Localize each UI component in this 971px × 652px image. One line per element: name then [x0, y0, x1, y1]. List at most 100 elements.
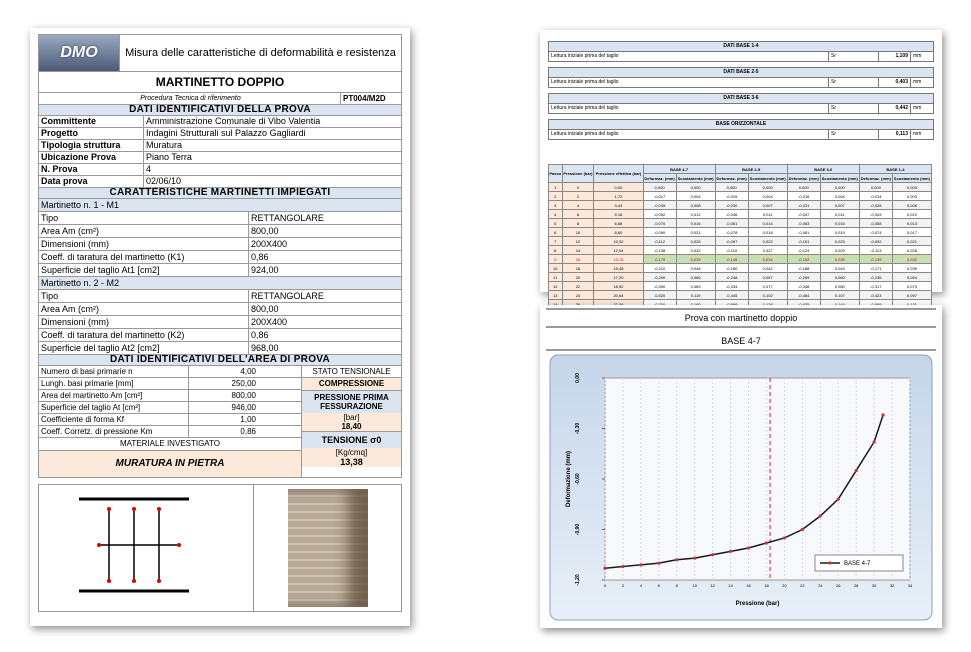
area-label: Area del martinetto Am [cm²]: [39, 390, 189, 401]
jack-value: 200X400: [251, 239, 288, 249]
cell: 0,018: [747, 227, 788, 237]
info-label: Tipologia struttura: [39, 140, 144, 151]
cell: -0,124: [786, 245, 821, 255]
base-title: DATI BASE 3-6: [548, 93, 934, 104]
base-label: Lettura iniziale prima del taglio: [549, 78, 829, 87]
cell: 0,004: [819, 191, 860, 201]
cell: 0,010: [891, 209, 933, 219]
data-point: [711, 553, 715, 557]
base-symbol: Sr: [829, 104, 879, 113]
data-point: [746, 546, 751, 550]
x-tick-label: 0: [604, 583, 607, 588]
cell: 18,92: [593, 281, 644, 291]
cell: 10: [561, 227, 595, 237]
sub-header: Scostamento (mm): [675, 173, 716, 183]
procedure-row: Procedura Tecnica di riferimento PT004/M2…: [38, 93, 402, 105]
jack-label: Coeff. di taratura del martinetto (K1): [39, 251, 249, 263]
jack-value: 924,00: [251, 265, 279, 275]
x-tick-label: 22: [800, 583, 805, 588]
cell: -0,014: [858, 191, 893, 201]
cell: 8: [548, 245, 563, 255]
cell: 0,000: [786, 182, 821, 192]
data-point: [872, 440, 876, 444]
info-row: Data prova 02/06/10: [38, 176, 402, 188]
info-value: 4: [146, 164, 152, 174]
jack-row: Dimensioni (mm) 200X400: [38, 238, 402, 251]
cell: -0,028: [858, 200, 893, 210]
x-tick-label: 14: [728, 583, 733, 588]
cell: -0,334: [714, 281, 749, 291]
cell: -0,052: [642, 209, 677, 219]
base-value: 0,113: [879, 130, 911, 139]
cell: 0,021: [675, 227, 716, 237]
cell: 0,057: [747, 272, 788, 282]
base-unit: mm: [913, 131, 922, 137]
plot-area: [604, 377, 911, 581]
base-label: Lettura iniziale prima del taglio: [549, 104, 829, 113]
cell: -0,063: [786, 218, 821, 228]
sub-header: Deformaz. (mm): [714, 173, 749, 183]
cell: 0,019: [819, 227, 860, 237]
cell: 6: [561, 209, 595, 219]
cell: -0,236: [858, 272, 893, 282]
cell: 0,043: [819, 263, 860, 273]
jack-label: Superficie del taglio At2 [cm2]: [39, 342, 249, 354]
cell: -0,171: [858, 263, 893, 273]
group-header: BASE 2-5: [714, 164, 788, 174]
cell: 0,027: [747, 245, 788, 255]
x-tick-label: 4: [640, 583, 643, 588]
cell: 10: [548, 263, 563, 273]
x-tick-label: 16: [746, 583, 751, 588]
cell: -0,047: [786, 209, 821, 219]
cell: 0,039: [891, 263, 933, 273]
section-title: DATI IDENTIFICATIVI DELLA PROVA: [38, 105, 402, 116]
cell: 0,000: [858, 182, 893, 192]
cell: -0,152: [786, 254, 821, 264]
cell: 18: [561, 263, 595, 273]
cell: 16: [561, 254, 595, 264]
info-value: Muratura: [146, 140, 183, 150]
x-tick-label: 30: [872, 583, 877, 588]
cell: 5: [548, 218, 563, 228]
cell: 0,006: [891, 200, 933, 210]
base-symbol: Sr: [829, 52, 879, 61]
x-tick-label: 12: [710, 583, 715, 588]
cell: 12: [548, 281, 563, 291]
cell: 0,054: [891, 272, 933, 282]
cell: 20,64: [593, 290, 644, 300]
y-tick-label: -0,60: [575, 473, 581, 485]
cell: 13,76: [593, 254, 644, 264]
area-right: STATO TENSIONALE COMPRESSIONE PRESSIONE PR…: [302, 366, 401, 477]
base-title: DATI BASE 1-4: [548, 41, 934, 52]
info-row: N. Prova 4: [38, 164, 402, 176]
cell: -0,348: [786, 281, 821, 291]
area-left: Numero di basi primarie n 4,00 Lungh. basi…: [39, 366, 302, 477]
base-unit: mm: [913, 105, 922, 111]
jack-row: Tipo RETTANGOLARE: [38, 212, 402, 225]
group-header: BASE 4-7: [642, 164, 716, 174]
material-value: MURATURA IN PIETRA: [39, 451, 301, 477]
cell: 6: [548, 227, 563, 237]
stato-label: STATO TENSIONALE: [302, 366, 401, 378]
data-point: [675, 558, 679, 562]
area-row: Coeff. Corretz. di pressione Km 0,86: [39, 426, 301, 438]
data-row: 11 20 17,20 -0,290 0,066 -0,248 0,057 -0,259 0,0…: [548, 272, 933, 282]
data-row: 6 10 8,60 -0,090 0,021 -0,078 0,018 -0,081 0,019…: [548, 227, 933, 237]
cell: 4: [548, 209, 563, 219]
section-title: DATI IDENTIFICATIVI DELL'AREA DI PROVA: [38, 355, 402, 366]
cell: 0,077: [747, 281, 788, 291]
info-row: Committente Amministrazione Comunale di V…: [38, 116, 402, 128]
cell: 0,013: [891, 218, 933, 228]
jack-row: Coeff. di taratura del martinetto (K2) 0,…: [38, 329, 402, 342]
area-label: Coeff. Corretz. di pressione Km: [39, 426, 189, 437]
cell: 0,021: [891, 236, 933, 246]
data-row: 12 22 18,92 -0,390 0,089 -0,334 0,077 -0,348 0,0…: [548, 281, 933, 291]
logo: DMO: [39, 35, 120, 71]
header-title: Misura delle caratteristiche di deformab…: [125, 47, 396, 59]
y-tick-label: -1,20: [575, 574, 581, 586]
area-value: 4,00: [240, 367, 256, 376]
jack-label: Superficie del taglio At1 [cm2]: [39, 264, 249, 276]
area-row: Lungh. basi primarie [mm] 250,00: [39, 378, 301, 390]
cell: 10,32: [593, 236, 644, 246]
cell: -0,138: [642, 245, 677, 255]
